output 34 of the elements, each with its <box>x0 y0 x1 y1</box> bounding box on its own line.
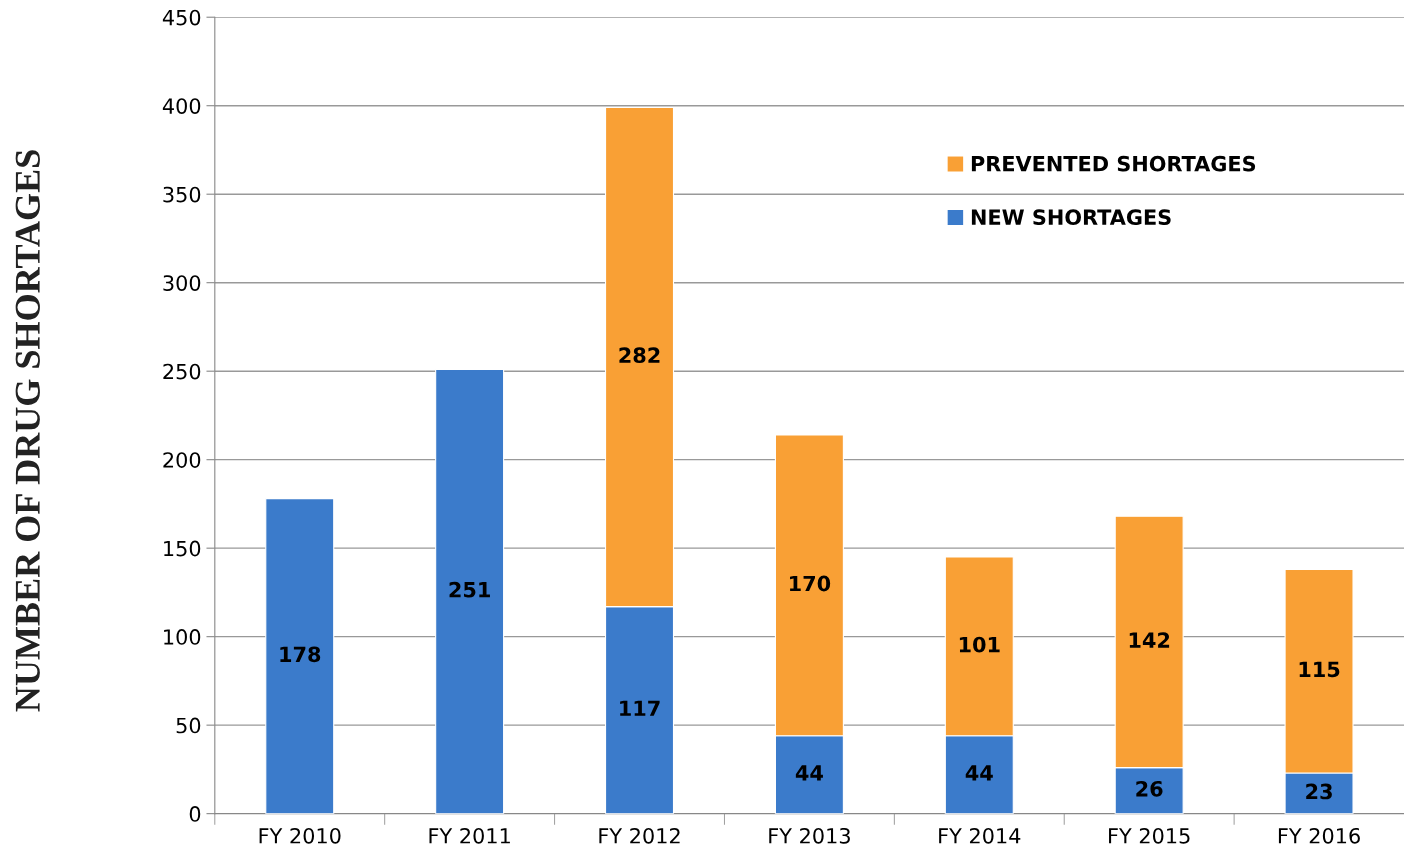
data-label: 282 <box>619 347 660 364</box>
data-label: 142 <box>1129 632 1170 648</box>
data-label: 44 <box>795 765 823 781</box>
y-tick-label: 50 <box>176 717 201 734</box>
y-tick-label: 150 <box>164 540 201 557</box>
data-label: 117 <box>620 700 660 716</box>
data-label: 26 <box>1136 780 1163 797</box>
bar <box>265 498 335 814</box>
data-label: 101 <box>959 636 1000 653</box>
data-label: 251 <box>449 581 490 598</box>
x-tick-label: FY 2014 <box>939 827 1021 844</box>
legend-label: NEW SHORTAGES <box>971 209 1171 226</box>
data-label: 178 <box>280 646 321 663</box>
bar <box>435 368 505 814</box>
x-tick-label: FY 2011 <box>429 827 510 844</box>
data-label: 23 <box>1306 783 1332 800</box>
data-label: 115 <box>1299 661 1340 678</box>
y-tick-label: 200 <box>163 452 201 468</box>
y-tick-label: 0 <box>189 806 201 822</box>
data-label: 44 <box>965 765 993 781</box>
x-tick-label: FY 2012 <box>599 827 680 844</box>
x-tick-label: FY 2010 <box>259 827 341 844</box>
y-tick-label: 350 <box>163 186 201 203</box>
y-tick-label: 300 <box>163 275 201 291</box>
legend-label: PREVENTED SHORTAGES <box>971 155 1256 172</box>
y-tick-label: 450 <box>162 9 201 26</box>
data-label: 170 <box>790 575 831 592</box>
y-tick-label: 250 <box>163 363 201 380</box>
y-axis-title: NUMBER OF DRUG SHORTAGES <box>15 150 40 712</box>
x-tick-label: FY 2015 <box>1109 827 1190 844</box>
x-tick-label: FY 2016 <box>1278 827 1360 844</box>
y-tick-label: 100 <box>164 629 201 645</box>
y-tick-label: 400 <box>162 98 201 114</box>
x-tick-label: FY 2013 <box>769 827 850 844</box>
